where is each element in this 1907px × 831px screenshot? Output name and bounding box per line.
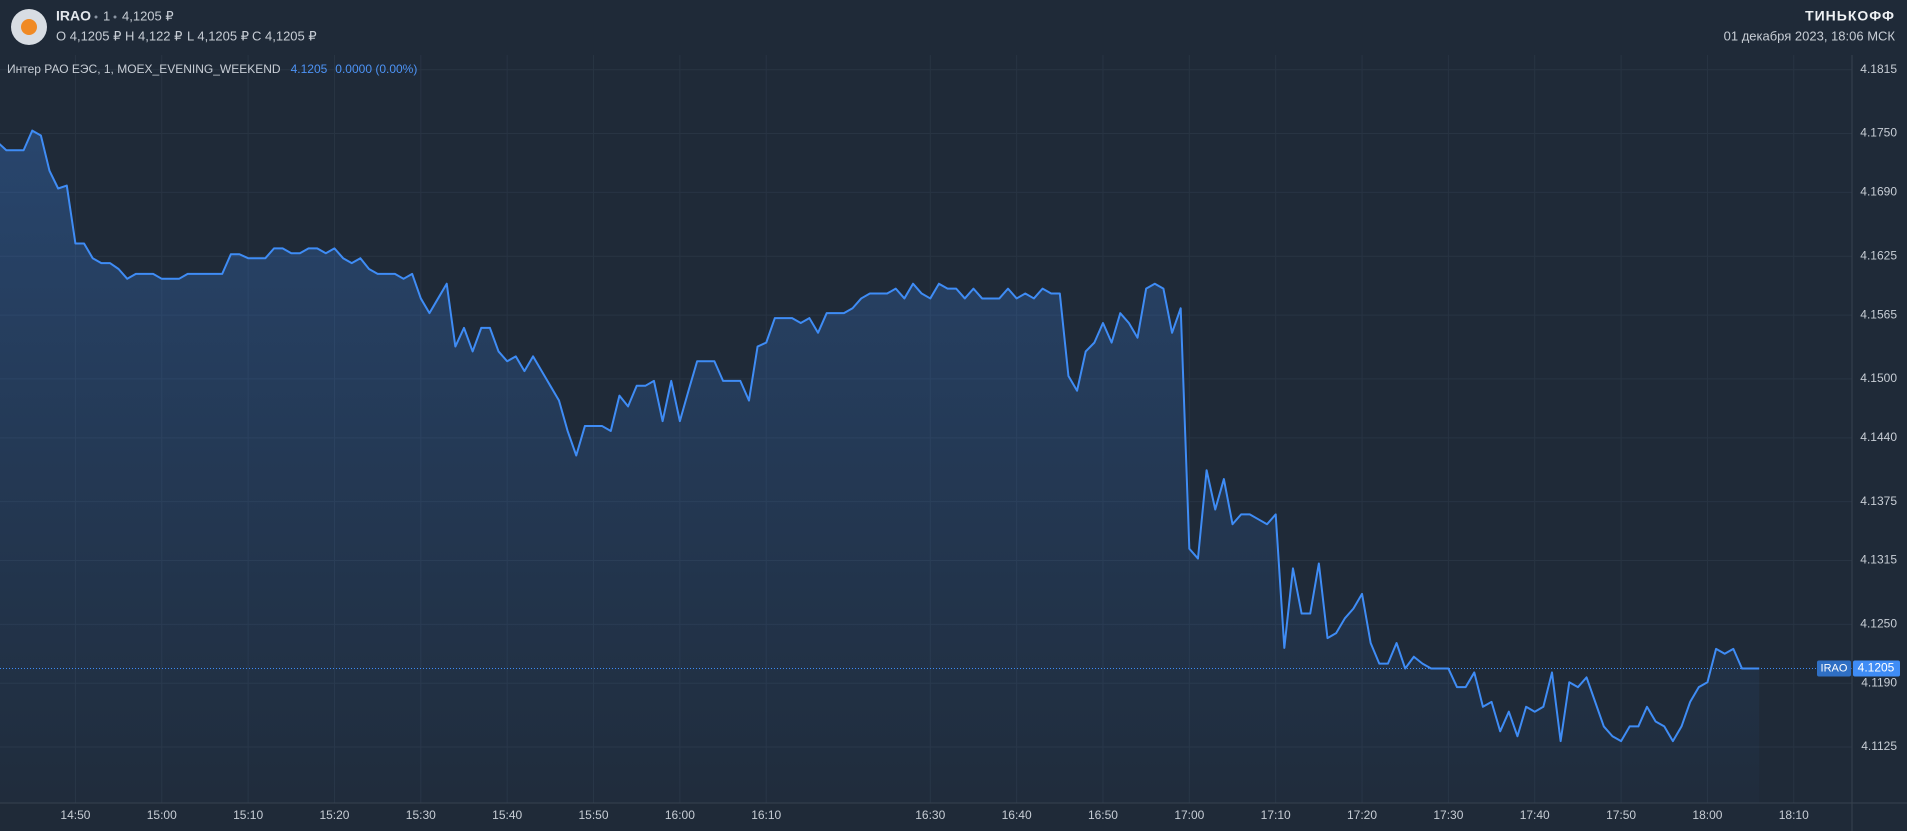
y-tick-label: 4.1125 [1861,739,1897,753]
separator [113,15,117,19]
y-tick-label: 4.1625 [1860,248,1897,262]
legend-entry: Интер РАО ЕЭС, 1, MOEX_EVENING_WEEKEND [7,62,281,76]
y-tick-label: 4.1250 [1860,617,1897,631]
y-tick-label: 4.1750 [1860,126,1897,140]
ohlc-low: L 4,1205 ₽ [187,28,249,43]
x-tick-label: 15:20 [319,808,349,822]
x-tick-label: 16:40 [1002,808,1032,822]
x-tick-label: 16:10 [751,808,781,822]
logo-mark [21,19,37,35]
ticker: IRAO [56,8,91,24]
y-tick-label: 4.1815 [1860,62,1897,76]
x-tick-label: 16:30 [915,808,945,822]
x-tick-label: 18:10 [1779,808,1809,822]
legend-last: 4.1205 [291,62,328,76]
x-tick-label: 15:40 [492,808,522,822]
x-tick-label: 14:50 [60,808,90,822]
ohlc-open: O 4,1205 ₽ [56,28,121,43]
y-tick-label: 4.1440 [1860,430,1897,444]
x-tick-label: 18:00 [1692,808,1722,822]
x-tick-label: 15:50 [578,808,608,822]
x-tick-label: 16:50 [1088,808,1118,822]
area-fill [0,130,1760,803]
x-tick-label: 17:00 [1174,808,1204,822]
datetime: 01 декабря 2023, 18:06 МСК [1724,28,1896,43]
ohlc-high: H 4,122 ₽ [125,28,182,43]
y-tick-label: 4.1315 [1860,553,1897,567]
y-tick-label: 4.1565 [1860,307,1897,321]
y-tick-label: 4.1500 [1860,371,1897,385]
last-price-symbol: IRAO [1821,662,1848,674]
y-tick-label: 4.1190 [1861,675,1897,689]
price-line [0,129,1760,743]
legend-change: 0.0000 (0.00%) [335,62,417,76]
last-price-box [1853,660,1900,677]
interval: 1 [103,8,110,23]
x-tick-label: 16:00 [665,808,695,822]
y-tick-label: 4.1690 [1860,185,1897,199]
last-price-tag [1817,660,1851,677]
x-tick-label: 17:30 [1433,808,1463,822]
x-tick-label: 17:50 [1606,808,1636,822]
last-price-value: 4.1205 [1858,661,1895,675]
x-tick-label: 17:10 [1261,808,1291,822]
x-tick-label: 15:30 [406,808,436,822]
separator [94,15,98,19]
price: 4,1205 ₽ [122,8,174,23]
ohlc-close: C 4,1205 ₽ [252,28,317,43]
brand: ТИНЬКОФФ [1805,8,1895,24]
x-tick-label: 15:00 [147,808,177,822]
data-layer [0,129,1852,803]
x-tick-label: 17:20 [1347,808,1377,822]
y-tick-label: 4.1375 [1860,494,1897,508]
x-tick-label: 17:40 [1520,808,1550,822]
x-tick-label: 15:10 [233,808,263,822]
